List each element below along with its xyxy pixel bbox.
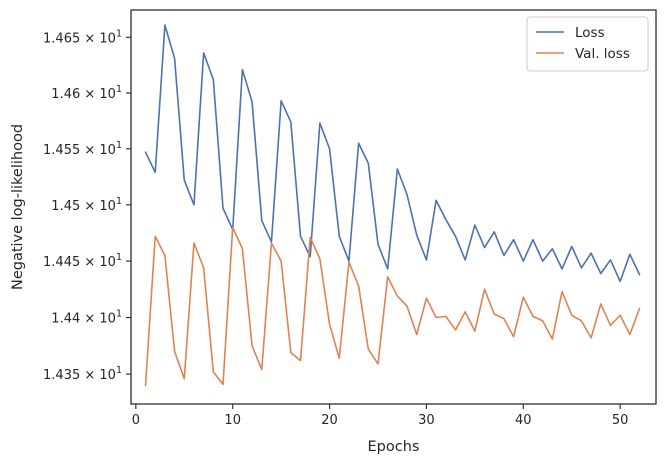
y-tick-label: 1.44 × 101: [51, 309, 122, 327]
y-axis-ticks: [126, 36, 131, 375]
x-axis-ticks: [135, 404, 621, 409]
x-tick-label: 30: [418, 413, 435, 428]
plot-frame: [130, 9, 657, 405]
legend: Loss Val. loss: [526, 16, 649, 72]
x-axis-tick-labels: 0 10 20 30 40 50: [132, 413, 629, 428]
y-tick-label: 1.455 × 101: [43, 140, 122, 158]
y-tick-label: 1.465 × 101: [43, 28, 122, 46]
val-loss-line: [144, 226, 641, 387]
x-tick-label: 40: [515, 413, 532, 428]
x-tick-label: 50: [612, 413, 629, 428]
x-tick-label: 10: [224, 413, 241, 428]
y-tick-label: 1.445 × 101: [43, 252, 122, 270]
y-axis-label: Negative log-likelihood: [10, 124, 26, 290]
y-tick-label: 1.45 × 101: [51, 196, 122, 214]
legend-label-val-loss: Val. loss: [575, 46, 630, 62]
series-lines: [144, 24, 641, 387]
legend-box: [526, 16, 649, 72]
x-axis-label: Epochs: [368, 439, 420, 455]
x-tick-label: 20: [321, 413, 338, 428]
legend-label-loss: Loss: [575, 25, 605, 41]
x-tick-label: 0: [132, 413, 140, 428]
y-tick-label: 1.46 × 101: [51, 84, 122, 102]
y-axis-tick-labels: 1.435 × 101 1.44 × 101 1.445 × 101 1.45 × 1…: [43, 28, 122, 383]
loss-line: [144, 24, 641, 283]
y-tick-label: 1.435 × 101: [43, 365, 122, 383]
